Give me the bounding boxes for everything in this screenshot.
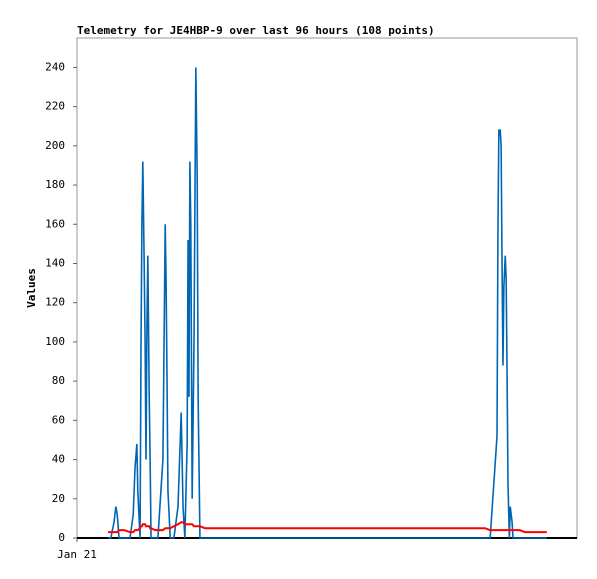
- y-tick-label: 40: [52, 453, 65, 466]
- y-tick-label: 180: [45, 178, 65, 191]
- y-tick-label: 240: [45, 60, 65, 73]
- chart-title: Telemetry for JE4HBP-9 over last 96 hour…: [77, 24, 435, 37]
- y-tick-label: 80: [52, 374, 65, 387]
- y-tick-label: 0: [58, 531, 65, 544]
- y-tick-label: 100: [45, 335, 65, 348]
- y-axis-title: Values: [25, 268, 38, 308]
- y-tick-label: 20: [52, 492, 65, 505]
- y-tick-label: 200: [45, 139, 65, 152]
- y-tick-label: 140: [45, 256, 65, 269]
- data-line: [108, 67, 547, 539]
- y-tick-label: 60: [52, 413, 65, 426]
- y-tick-label: 160: [45, 217, 65, 230]
- y-tick-label: 120: [45, 296, 65, 309]
- y-tick-label: 220: [45, 100, 65, 113]
- x-tick-label: Jan 21: [57, 548, 97, 561]
- data-line: [108, 521, 547, 534]
